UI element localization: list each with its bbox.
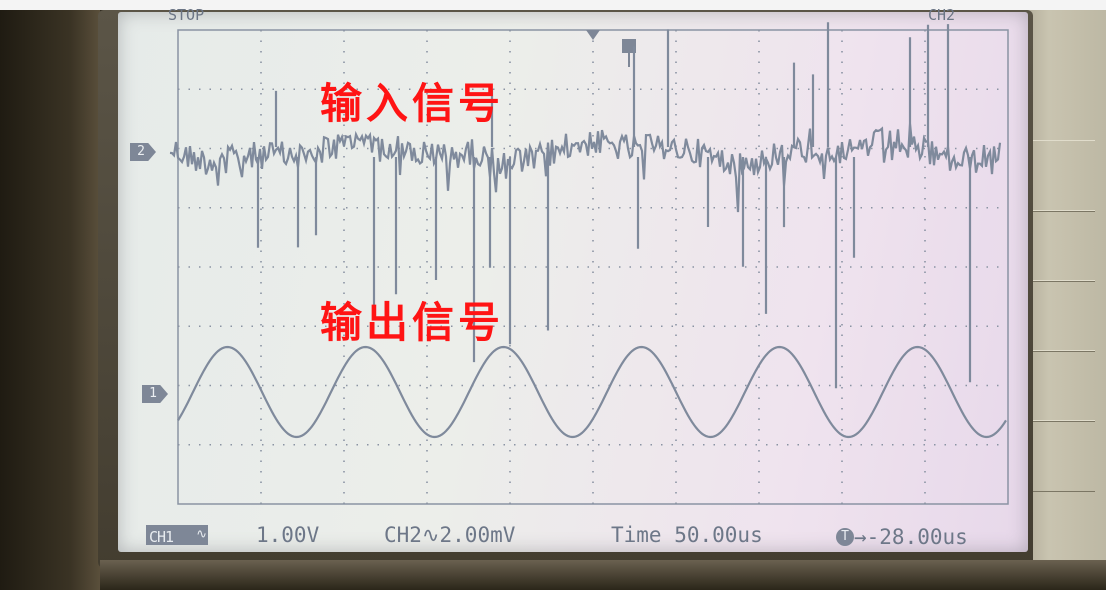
top-border xyxy=(0,0,1106,10)
ch1-scale: 1.00V xyxy=(256,523,320,547)
ac-coupling-icon: ∿ xyxy=(196,527,207,542)
background-wall xyxy=(0,10,100,590)
bezel-bottom-edge xyxy=(100,560,1106,590)
side-button xyxy=(1023,350,1095,422)
trigger-icon: T xyxy=(836,528,854,546)
ch1-badge: CH1 ∿ xyxy=(146,525,208,546)
trigger-offset: T →-28.00us xyxy=(836,523,968,549)
trigger-offset-value: →-28.00us xyxy=(854,525,968,549)
side-button xyxy=(1023,420,1095,492)
trigger-level-marker xyxy=(622,39,636,53)
ch1-badge-text: CH1 xyxy=(149,528,174,546)
side-button xyxy=(1023,140,1095,212)
input-signal-label: 输入信号 xyxy=(320,79,505,128)
graticule xyxy=(177,29,1009,505)
oscilloscope-screen: STOP CH2 2 1 输入信号 输出信号 CH1 ∿ 1.00V CH2∿2… xyxy=(118,6,1028,552)
timebase: Time 50.00us xyxy=(611,523,763,547)
side-button xyxy=(1023,210,1095,282)
graticule-frame xyxy=(177,29,1009,505)
ch2-input-noise-trace xyxy=(169,22,1002,389)
waveform-display xyxy=(169,22,1009,505)
trigger-source-text: CH2 xyxy=(928,6,956,24)
ch1-output-sine-trace xyxy=(177,345,1007,439)
output-signal-label: 输出信号 xyxy=(320,298,505,347)
ch2-ground-marker: 2 xyxy=(130,143,156,161)
side-button xyxy=(1023,280,1095,352)
ch1-ground-marker: 1 xyxy=(142,385,168,403)
status-bar: CH1 ∿ 1.00V CH2∿2.00mV Time 50.00us T →-2… xyxy=(146,521,1021,549)
trigger-position-marker xyxy=(586,30,600,40)
ch2-setting: CH2∿2.00mV xyxy=(384,523,516,547)
trigger-markers xyxy=(586,30,636,67)
run-status-text: STOP xyxy=(168,6,205,24)
